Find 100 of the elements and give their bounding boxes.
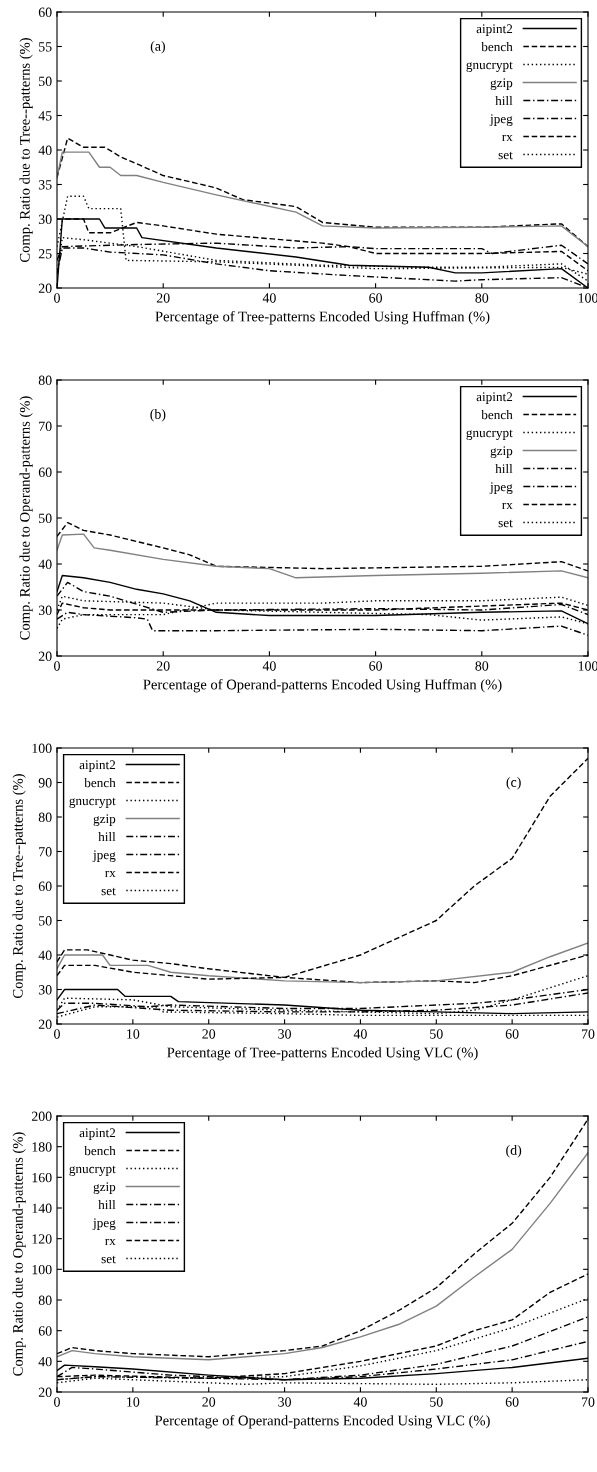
- y-tick-label: 20: [38, 1019, 52, 1029]
- annotation: (d): [506, 1145, 522, 1158]
- y-tick-label: 200: [31, 1111, 52, 1121]
- x-tick-label: 20: [202, 1029, 216, 1039]
- legend-label: set: [101, 1255, 116, 1264]
- legend-label: gzip: [490, 78, 513, 90]
- x-tick-label: 40: [262, 661, 276, 671]
- legend-label: hill: [495, 463, 513, 474]
- y-tick-label: 55: [39, 42, 52, 52]
- x-tick-label: 0: [54, 1397, 60, 1407]
- legend-label: rx: [105, 870, 116, 878]
- legend-label: rx: [502, 134, 513, 142]
- y-axis-title: Comp. Ratio due to Operand-patterns (%): [19, 396, 33, 640]
- y-tick-label: 160: [32, 1172, 52, 1183]
- x-tick-label: 10: [127, 1029, 140, 1039]
- y-axis-title: Comp. Ratio due to Tree--patterns (%): [19, 38, 33, 262]
- y-tick-label: 20: [38, 651, 52, 661]
- y-tick-label: 40: [38, 145, 52, 155]
- y-axis-title: Comp. Ratio due to Tree--patterns (%): [12, 774, 26, 998]
- legend-label: hill: [495, 95, 513, 106]
- y-tick-label: 120: [32, 1234, 52, 1244]
- legend-label: gzip: [93, 814, 116, 826]
- y-tick-label: 30: [38, 605, 52, 615]
- y-tick-label: 60: [38, 467, 52, 477]
- x-tick-label: 80: [475, 661, 489, 671]
- legend-label: jpeg: [489, 114, 513, 126]
- x-tick-label: 60: [369, 293, 383, 303]
- y-tick-label: 80: [38, 1295, 52, 1305]
- x-tick-label: 60: [369, 661, 383, 671]
- y-tick-label: 50: [39, 76, 52, 86]
- annotation: (c): [506, 777, 521, 790]
- y-tick-label: 25: [38, 249, 52, 259]
- y-tick-label: 30: [38, 214, 52, 224]
- legend-label: gnucrypt: [466, 429, 513, 440]
- y-tick-label: 90: [38, 778, 52, 788]
- x-tick-label: 20: [202, 1397, 216, 1407]
- y-tick-label: 80: [38, 375, 52, 385]
- x-tick-label: 60: [505, 1397, 519, 1407]
- x-tick-label: 30: [278, 1397, 291, 1407]
- legend-label: set: [101, 887, 116, 896]
- legend-label: gnucrypt: [466, 61, 513, 72]
- y-tick-label: 20: [38, 283, 52, 293]
- legend-label: set: [498, 519, 513, 528]
- y-tick-label: 20: [38, 1387, 52, 1397]
- legend-label: jpeg: [92, 1218, 116, 1230]
- x-axis-title: Percentage of Tree-patterns Encoded Using Huffman (%): [155, 311, 490, 325]
- x-tick-label: 0: [54, 661, 60, 671]
- x-tick-label: 20: [156, 293, 170, 303]
- y-tick-label: 50: [39, 513, 52, 523]
- legend-label: gzip: [93, 1182, 116, 1194]
- legend-label: aipint2: [79, 760, 116, 772]
- x-tick-label: 60: [505, 1029, 519, 1039]
- y-tick-label: 60: [38, 881, 52, 891]
- x-tick-label: 100: [578, 661, 597, 671]
- x-tick-label: 30: [278, 1029, 291, 1039]
- y-tick-label: 50: [39, 916, 52, 926]
- y-tick-label: 140: [32, 1203, 52, 1213]
- legend-label: aipint2: [476, 392, 513, 404]
- x-tick-label: 50: [430, 1029, 443, 1039]
- legend-label: bench: [481, 41, 513, 52]
- x-tick-label: 20: [156, 661, 170, 671]
- x-tick-label: 0: [54, 293, 60, 303]
- x-tick-label: 40: [262, 293, 276, 303]
- legend-label: jpeg: [92, 850, 116, 862]
- legend-label: jpeg: [489, 482, 513, 494]
- y-tick-label: 60: [38, 1326, 52, 1336]
- legend-label: hill: [98, 831, 116, 842]
- y-tick-label: 80: [38, 812, 52, 822]
- x-axis-title: Percentage of Operand-patterns Encoded Using VLC (%): [154, 1415, 490, 1429]
- x-tick-label: 100: [578, 293, 597, 303]
- y-tick-label: 100: [32, 1264, 52, 1275]
- y-tick-label: 100: [32, 743, 52, 753]
- y-tick-label: 35: [38, 180, 52, 190]
- y-tick-label: 70: [39, 847, 52, 857]
- y-tick-label: 180: [32, 1142, 52, 1152]
- y-tick-label: 45: [38, 111, 52, 121]
- legend-label: aipint2: [79, 1128, 116, 1140]
- legend-label: rx: [502, 502, 513, 510]
- x-tick-label: 10: [127, 1397, 140, 1407]
- annotation: (a): [150, 41, 165, 54]
- legend-label: gzip: [490, 446, 513, 458]
- y-axis-title: Comp. Ratio due to Operand-patterns (%): [12, 1132, 26, 1376]
- legend-label: set: [498, 151, 513, 160]
- y-tick-label: 40: [38, 559, 52, 569]
- x-tick-label: 0: [54, 1029, 60, 1039]
- y-tick-label: 60: [38, 7, 52, 17]
- x-tick-label: 70: [581, 1397, 595, 1407]
- x-axis-title: Percentage of Tree-patterns Encoded Using VLC (%): [167, 1047, 478, 1061]
- y-tick-label: 40: [38, 1356, 52, 1367]
- x-tick-label: 40: [353, 1029, 367, 1039]
- legend-label: hill: [98, 1199, 116, 1210]
- legend-label: bench: [84, 777, 116, 788]
- legend-label: bench: [84, 1145, 116, 1156]
- legend-label: gnucrypt: [69, 1165, 116, 1176]
- y-tick-label: 40: [38, 950, 52, 960]
- x-tick-label: 50: [430, 1397, 443, 1407]
- legend-label: rx: [105, 1238, 116, 1246]
- annotation: (b): [150, 409, 166, 422]
- x-tick-label: 70: [581, 1029, 595, 1039]
- legend-label: aipint2: [476, 24, 513, 36]
